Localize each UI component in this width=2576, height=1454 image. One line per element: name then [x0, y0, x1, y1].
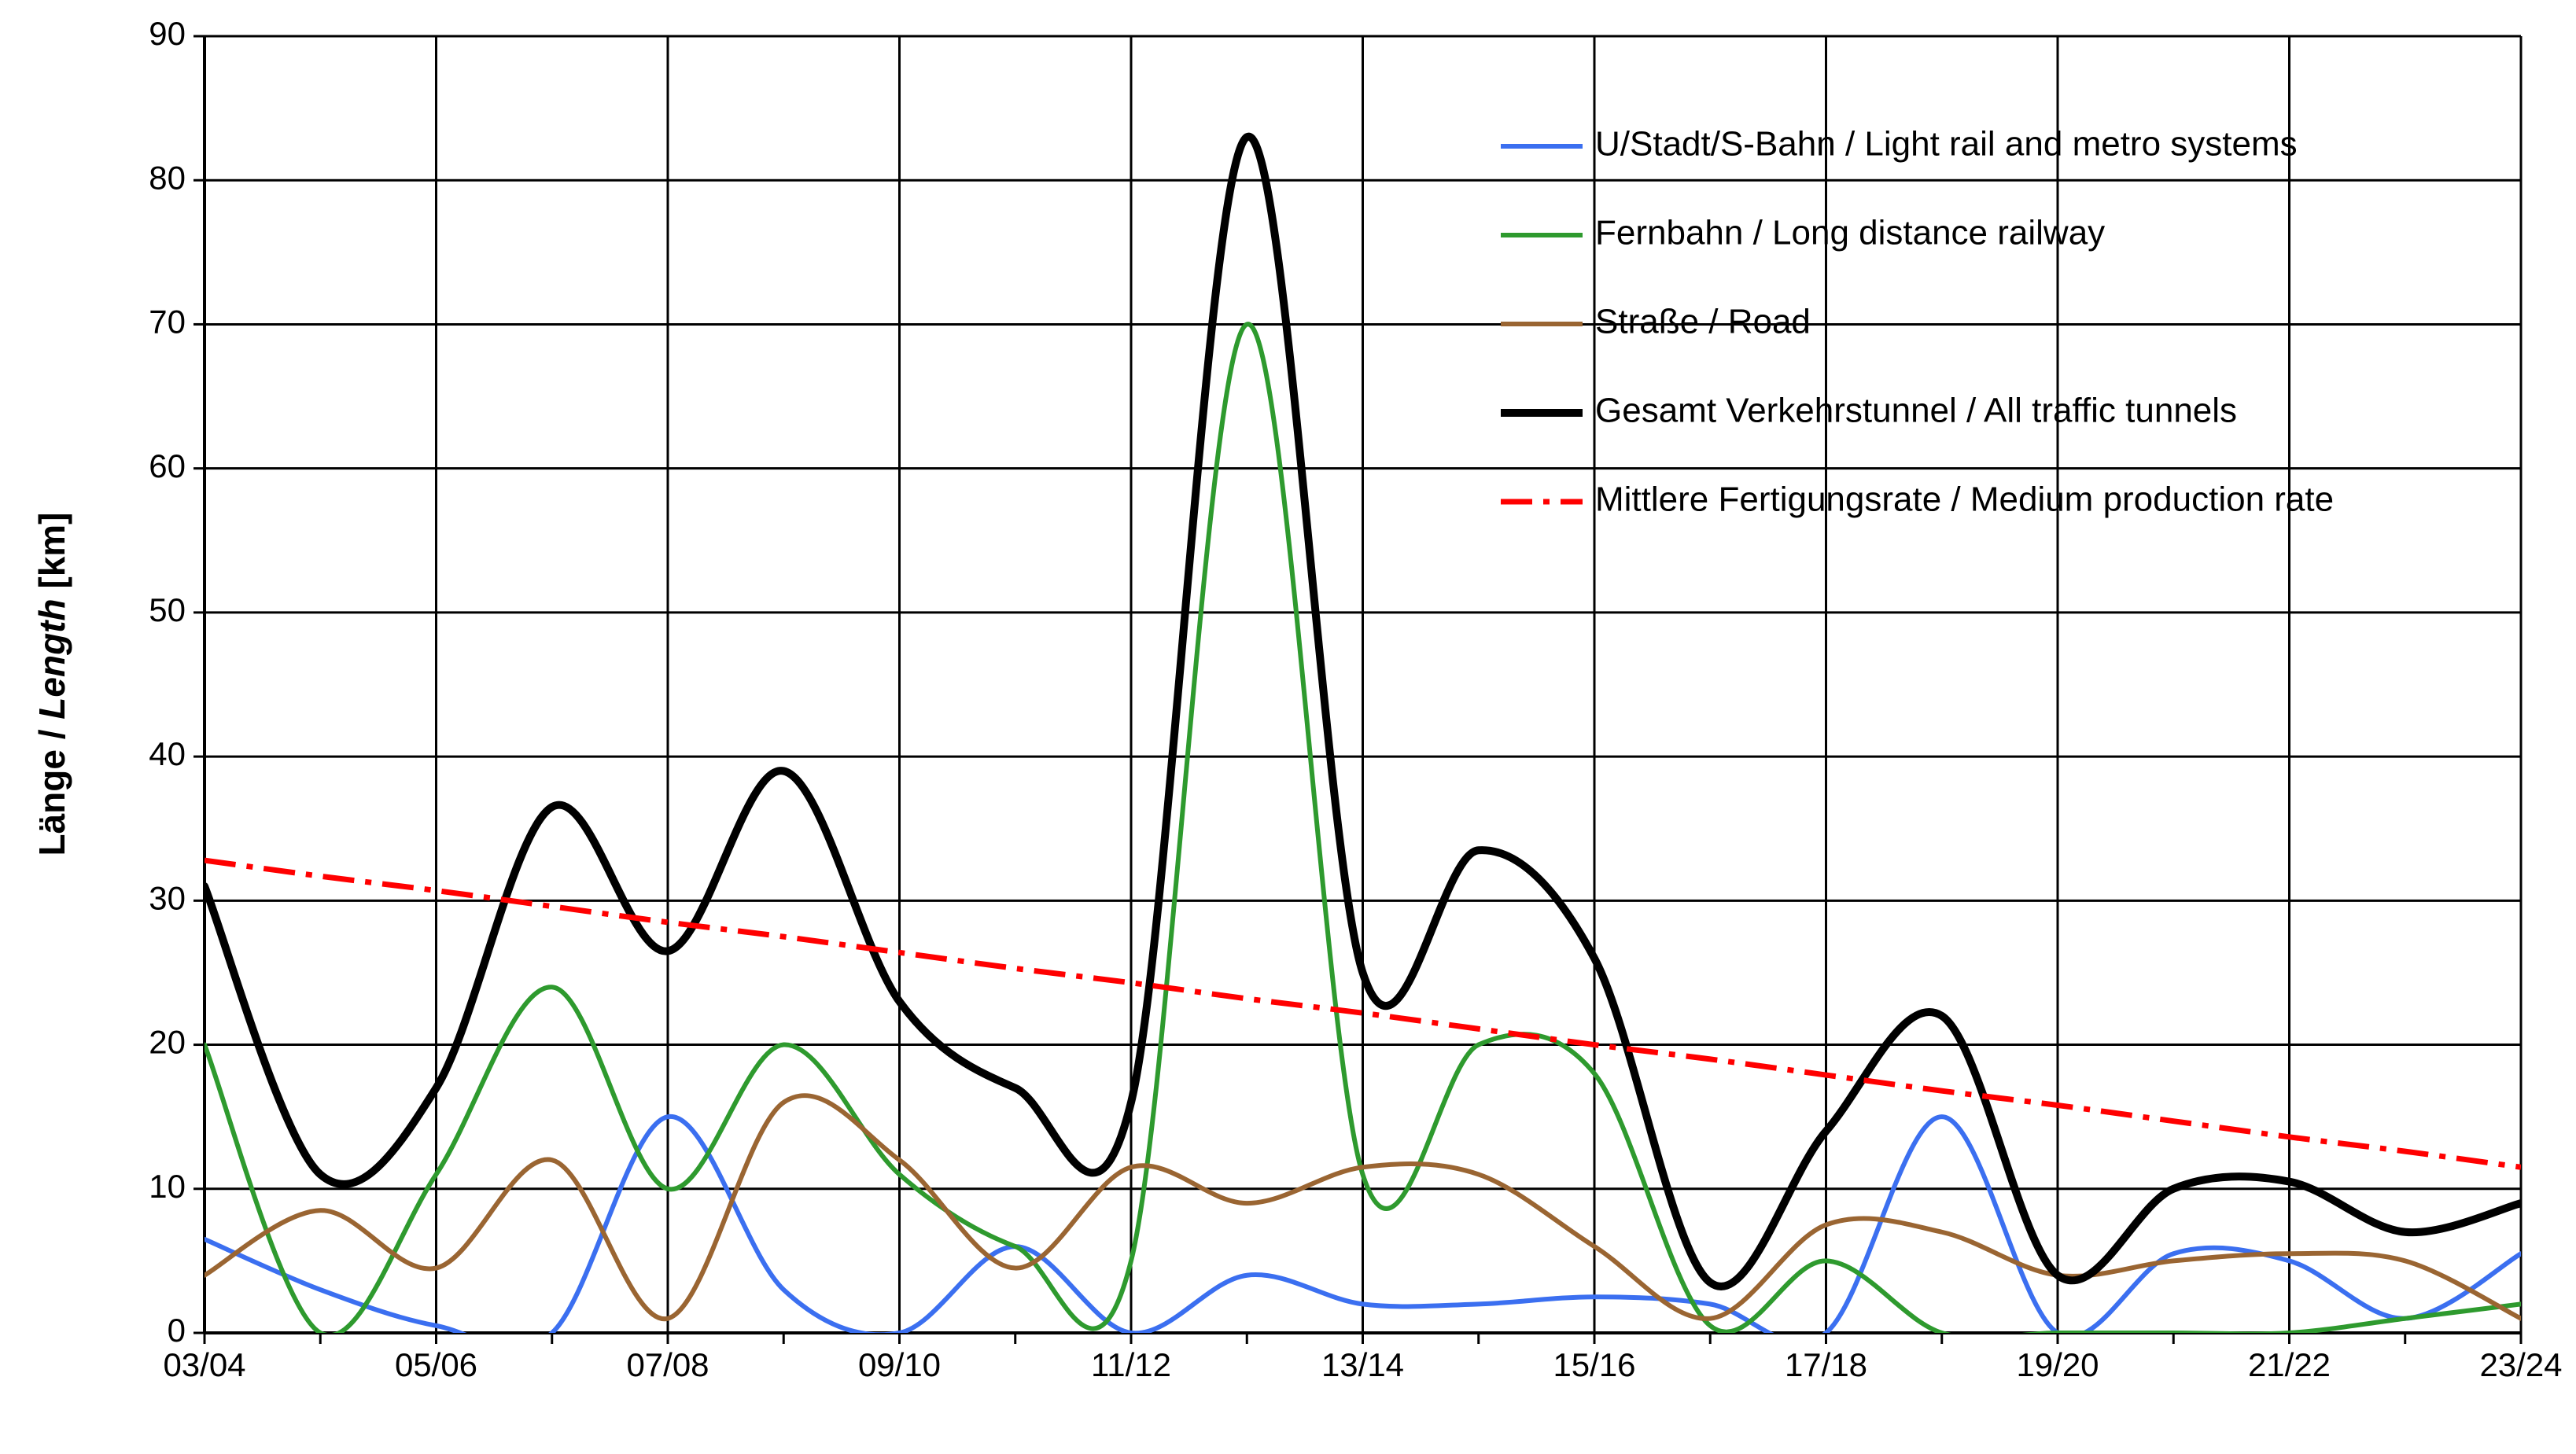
y-tick-label: 0	[168, 1312, 186, 1349]
x-tick-label: 03/04	[163, 1346, 245, 1383]
legend-label: Mittlere Fertigungsrate / Medium product…	[1595, 480, 2334, 519]
y-tick-label: 90	[149, 15, 186, 52]
legend-label: Straße / Road	[1595, 303, 1811, 341]
y-tick-label: 80	[149, 159, 186, 196]
y-tick-label: 10	[149, 1168, 186, 1205]
y-label-part: Länge /	[31, 729, 72, 856]
x-tick-label: 09/10	[858, 1346, 941, 1383]
series-line	[205, 1114, 2521, 1333]
series-line	[205, 133, 2521, 1290]
legend-label: Gesamt Verkehrstunnel / All traffic tunn…	[1595, 392, 2237, 430]
y-tick-label: 50	[149, 591, 186, 628]
x-tick-label: 07/08	[626, 1346, 709, 1383]
x-tick-label: 05/06	[395, 1346, 477, 1383]
plot-area	[205, 133, 2521, 1333]
x-tick-label: 19/20	[2016, 1346, 2099, 1383]
x-tick-label: 11/12	[1091, 1346, 1171, 1383]
series-line	[205, 322, 2521, 1333]
y-tick-label: 40	[149, 735, 186, 772]
y-tick-label: 20	[149, 1024, 186, 1061]
y-label-part: Length	[31, 598, 72, 719]
x-tick-label: 13/14	[1321, 1346, 1404, 1383]
x-tick-label: 21/22	[2248, 1346, 2331, 1383]
legend-label: U/Stadt/S-Bahn / Light rail and metro sy…	[1595, 125, 2298, 164]
y-tick-label: 70	[149, 304, 186, 340]
y-tick-label: 30	[149, 879, 186, 916]
y-tick-label: 60	[149, 447, 186, 484]
x-tick-label: 15/16	[1553, 1346, 1635, 1383]
y-axis-label: Länge / Length [km]	[31, 512, 72, 856]
x-tick-label: 23/24	[2479, 1346, 2562, 1383]
legend-label: Fernbahn / Long distance railway	[1595, 214, 2105, 252]
x-tick-label: 17/18	[1785, 1346, 1867, 1383]
y-label-part: [km]	[31, 512, 72, 588]
series-line	[205, 857, 2521, 1170]
